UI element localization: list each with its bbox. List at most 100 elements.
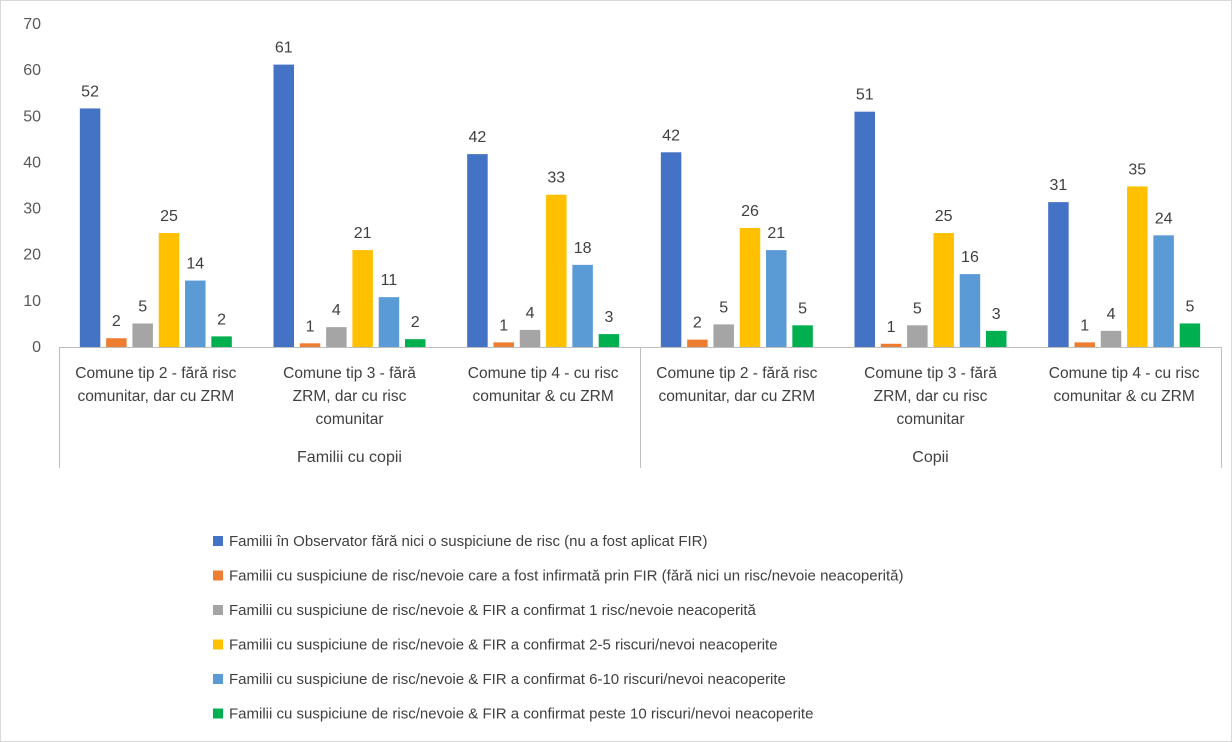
category-label: ZRM, dar cu risc xyxy=(293,388,407,405)
data-label: 52 xyxy=(81,83,99,100)
data-label: 21 xyxy=(767,225,785,242)
data-label: 18 xyxy=(574,240,592,257)
bar xyxy=(766,250,787,347)
bar xyxy=(1100,330,1122,347)
bar xyxy=(907,325,928,347)
data-label: 1 xyxy=(499,317,508,334)
legend-swatch xyxy=(213,536,223,546)
data-label: 3 xyxy=(604,309,613,326)
bar xyxy=(792,325,813,347)
bar xyxy=(880,343,902,347)
legend-entry: Familii cu suspiciune de risc/nevoie & F… xyxy=(229,706,813,723)
bar xyxy=(79,108,101,347)
category-label: comunitar, dar cu ZRM xyxy=(77,388,234,405)
data-label: 5 xyxy=(138,298,147,315)
bar xyxy=(106,338,127,347)
y-tick-label: 0 xyxy=(32,339,41,356)
bar xyxy=(299,343,321,347)
data-label: 25 xyxy=(935,208,953,225)
bar xyxy=(959,274,981,347)
bar xyxy=(739,227,761,347)
category-label: comunitar & cu ZRM xyxy=(1054,388,1195,405)
y-tick-label: 30 xyxy=(23,201,41,218)
data-label: 5 xyxy=(913,300,922,317)
data-label: 4 xyxy=(526,305,535,322)
data-label: 1 xyxy=(887,319,896,336)
bar xyxy=(378,297,400,347)
group-label: Copii xyxy=(912,449,948,466)
data-label: 42 xyxy=(469,129,487,146)
legend-swatch xyxy=(213,674,223,684)
category-label: comunitar xyxy=(896,411,964,428)
data-label: 25 xyxy=(160,208,178,225)
data-label: 31 xyxy=(1050,177,1068,194)
bar xyxy=(1153,235,1174,347)
bar xyxy=(326,327,347,347)
data-label: 2 xyxy=(411,314,420,331)
bar xyxy=(933,233,954,347)
data-label: 35 xyxy=(1128,161,1146,178)
y-tick-label: 40 xyxy=(23,154,41,171)
bar xyxy=(572,264,593,347)
bar xyxy=(493,342,514,347)
data-label: 2 xyxy=(217,311,226,328)
data-label: 16 xyxy=(961,249,979,266)
data-label: 5 xyxy=(1185,298,1194,315)
data-label: 51 xyxy=(856,87,874,104)
data-label: 33 xyxy=(547,170,565,187)
data-label: 61 xyxy=(275,40,293,57)
data-label: 3 xyxy=(992,306,1001,323)
legend-swatch xyxy=(213,639,223,650)
data-label: 5 xyxy=(798,300,807,317)
bar xyxy=(467,154,488,347)
bar xyxy=(273,64,294,347)
data-label: 42 xyxy=(662,127,680,144)
bar xyxy=(660,152,682,347)
legend-entry: Familii cu suspiciune de risc/nevoie & F… xyxy=(229,671,786,688)
bar xyxy=(986,330,1007,347)
legend-entry: Familii cu suspiciune de risc/nevoie & F… xyxy=(229,602,757,619)
bar xyxy=(1127,186,1148,347)
bar xyxy=(598,334,620,347)
y-tick-label: 10 xyxy=(23,293,41,310)
legend-swatch xyxy=(213,605,223,615)
category-label: Comune tip 2 - fără risc xyxy=(656,365,817,382)
bar xyxy=(211,336,232,347)
data-label: 4 xyxy=(332,302,341,319)
data-label: 1 xyxy=(306,318,315,335)
legend-entry: Familii în Observator fără nici o suspic… xyxy=(229,533,708,550)
bar xyxy=(713,324,734,347)
category-label: Comune tip 4 - cu risc xyxy=(1049,365,1200,382)
group-label: Familii cu copii xyxy=(297,449,402,466)
category-label: Comune tip 4 - cu risc xyxy=(468,365,619,382)
y-tick-label: 20 xyxy=(23,247,41,264)
category-label: Comune tip 3 - fără xyxy=(283,365,416,382)
bar xyxy=(854,111,875,348)
data-label: 11 xyxy=(381,272,398,289)
category-label: comunitar xyxy=(315,411,383,428)
data-label: 4 xyxy=(1107,306,1116,323)
category-label: Comune tip 3 - fără xyxy=(864,365,997,382)
bar xyxy=(519,329,541,347)
legend-swatch xyxy=(213,708,223,719)
y-tick-label: 70 xyxy=(23,16,41,33)
bar xyxy=(132,323,153,347)
data-label: 1 xyxy=(1080,317,1089,334)
data-label: 14 xyxy=(186,256,204,273)
category-label: ZRM, dar cu risc xyxy=(874,388,988,405)
data-label: 24 xyxy=(1155,210,1173,227)
bar xyxy=(1074,342,1095,347)
legend-entry: Familii cu suspiciune de risc/nevoie car… xyxy=(229,568,903,585)
bar xyxy=(546,194,567,347)
data-label: 5 xyxy=(719,299,728,316)
bar xyxy=(158,233,180,347)
bar xyxy=(405,339,426,347)
bar xyxy=(1179,323,1201,347)
data-label: 21 xyxy=(354,225,372,242)
legend-entry: Familii cu suspiciune de risc/nevoie & F… xyxy=(229,637,778,654)
bar xyxy=(687,339,708,347)
y-tick-label: 60 xyxy=(23,62,41,79)
category-label: Comune tip 2 - fără risc xyxy=(75,365,236,382)
